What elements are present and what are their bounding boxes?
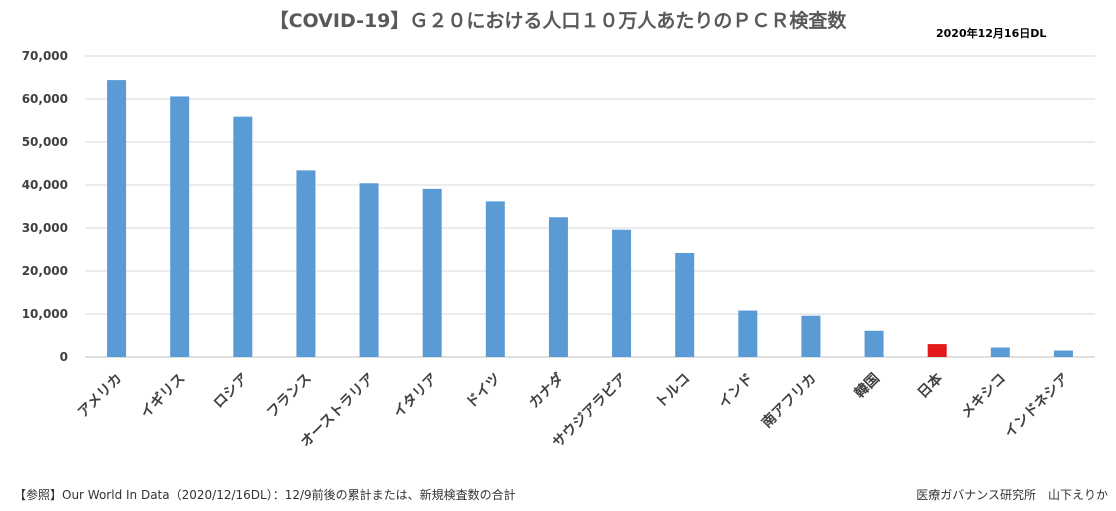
x-tick-label: フランス xyxy=(264,371,315,422)
bar xyxy=(107,80,127,357)
bar xyxy=(296,170,316,357)
bar xyxy=(612,229,632,357)
x-tick-label: 韓国 xyxy=(851,370,883,402)
x-tick-label: イタリア xyxy=(390,371,441,422)
bar xyxy=(675,252,695,357)
bar xyxy=(927,344,947,357)
y-tick-label: 10,000 xyxy=(22,307,68,321)
bar xyxy=(801,315,821,357)
bar xyxy=(170,96,190,358)
x-tick-label: イギリス xyxy=(137,370,189,422)
bar xyxy=(738,310,758,357)
bar xyxy=(864,330,884,357)
x-tick-label: メキシコ xyxy=(958,371,1009,422)
x-tick-label: 日本 xyxy=(914,369,947,402)
y-tick-label: 0 xyxy=(60,350,68,364)
x-axis-labels: アメリカ イギリス ロシア フランスオーストラリア イタリア ドイツ カナダサウジアラビアト… xyxy=(75,369,1072,451)
y-tick-label: 70,000 xyxy=(22,49,68,63)
y-axis-ticks: 0 10,000 20,000 30,000 40,000 50,000 60,000 70,… xyxy=(22,49,68,364)
y-tick-label: 60,000 xyxy=(22,92,68,106)
x-tick-label: ロシア xyxy=(211,371,252,412)
x-tick-label: 南アフリカ xyxy=(758,370,820,432)
bar xyxy=(233,116,253,357)
download-date: 2020年12月16日DL xyxy=(936,27,1047,40)
x-tick-label: ドイツ xyxy=(463,371,504,412)
x-tick-label: トルコ xyxy=(653,371,694,412)
gridlines xyxy=(85,55,1095,358)
y-tick-label: 40,000 xyxy=(22,178,68,192)
bar xyxy=(1053,350,1073,357)
bar xyxy=(548,217,568,357)
y-tick-label: 30,000 xyxy=(22,221,68,235)
credit-note: 医療ガバナンス研究所 山下えりか xyxy=(916,488,1108,502)
y-tick-label: 50,000 xyxy=(22,135,68,149)
bar xyxy=(422,188,442,357)
x-tick-label: インドネシア xyxy=(1002,371,1073,442)
bar xyxy=(359,183,379,357)
x-tick-label: カナダ xyxy=(526,370,568,412)
x-tick-label: インド xyxy=(716,371,757,412)
y-tick-label: 20,000 xyxy=(22,264,68,278)
chart-title: 【COVID-19】Ｇ２０における人口１０万人あたりのＰＣＲ検査数 xyxy=(269,10,847,32)
x-tick-label: アメリカ xyxy=(75,371,125,421)
bar xyxy=(990,347,1010,357)
bars xyxy=(107,80,1073,358)
source-note: 【参照】Our World In Data（2020/12/16DL）：12/9… xyxy=(14,488,516,502)
bar xyxy=(485,201,505,357)
